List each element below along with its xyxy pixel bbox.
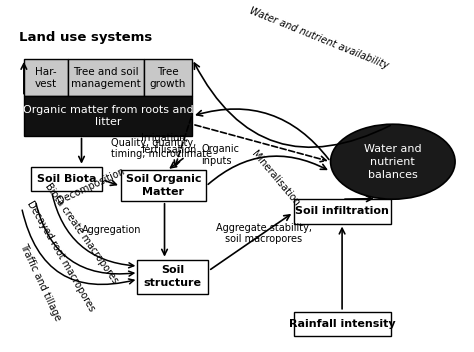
Text: Aggregation: Aggregation bbox=[82, 225, 141, 235]
FancyBboxPatch shape bbox=[294, 312, 391, 336]
Text: Soil Biota: Soil Biota bbox=[37, 174, 96, 184]
Text: Decayed root macropores: Decayed root macropores bbox=[25, 199, 97, 313]
Text: Tree and soil
management: Tree and soil management bbox=[71, 67, 141, 89]
Text: Organic matter from roots and
litter: Organic matter from roots and litter bbox=[23, 105, 193, 127]
Text: Water and nutrient availability: Water and nutrient availability bbox=[248, 5, 390, 70]
Text: Soil infiltration: Soil infiltration bbox=[295, 206, 389, 216]
FancyBboxPatch shape bbox=[137, 259, 209, 294]
Text: Tree
growth: Tree growth bbox=[150, 67, 186, 89]
FancyBboxPatch shape bbox=[121, 170, 206, 201]
Text: Rainfall intensity: Rainfall intensity bbox=[289, 319, 395, 329]
Text: Land use systems: Land use systems bbox=[19, 31, 153, 44]
Text: Soil
structure: Soil structure bbox=[144, 265, 201, 288]
FancyBboxPatch shape bbox=[31, 166, 102, 191]
Text: Har-
vest: Har- vest bbox=[35, 67, 57, 89]
FancyBboxPatch shape bbox=[68, 59, 144, 96]
FancyBboxPatch shape bbox=[294, 199, 391, 224]
Text: Quality, quantity,
timing; microclimate: Quality, quantity, timing; microclimate bbox=[111, 138, 213, 159]
Ellipse shape bbox=[330, 124, 455, 199]
Text: Water and
nutrient
balances: Water and nutrient balances bbox=[364, 144, 422, 180]
Text: Mineralisation: Mineralisation bbox=[249, 149, 301, 208]
Text: Soil Organic
Matter: Soil Organic Matter bbox=[126, 174, 201, 196]
FancyBboxPatch shape bbox=[144, 59, 192, 96]
Text: Irrigation,
fertilisation: Irrigation, fertilisation bbox=[141, 133, 197, 155]
FancyBboxPatch shape bbox=[24, 59, 68, 96]
Text: Traffic and tillage: Traffic and tillage bbox=[18, 242, 63, 323]
FancyBboxPatch shape bbox=[24, 96, 192, 136]
Text: Organic
inputs: Organic inputs bbox=[201, 144, 239, 166]
Text: Biota create macropores: Biota create macropores bbox=[43, 181, 120, 285]
Text: Aggregate stability,
soil macropores: Aggregate stability, soil macropores bbox=[216, 223, 312, 244]
Text: Decomposition: Decomposition bbox=[55, 166, 126, 206]
